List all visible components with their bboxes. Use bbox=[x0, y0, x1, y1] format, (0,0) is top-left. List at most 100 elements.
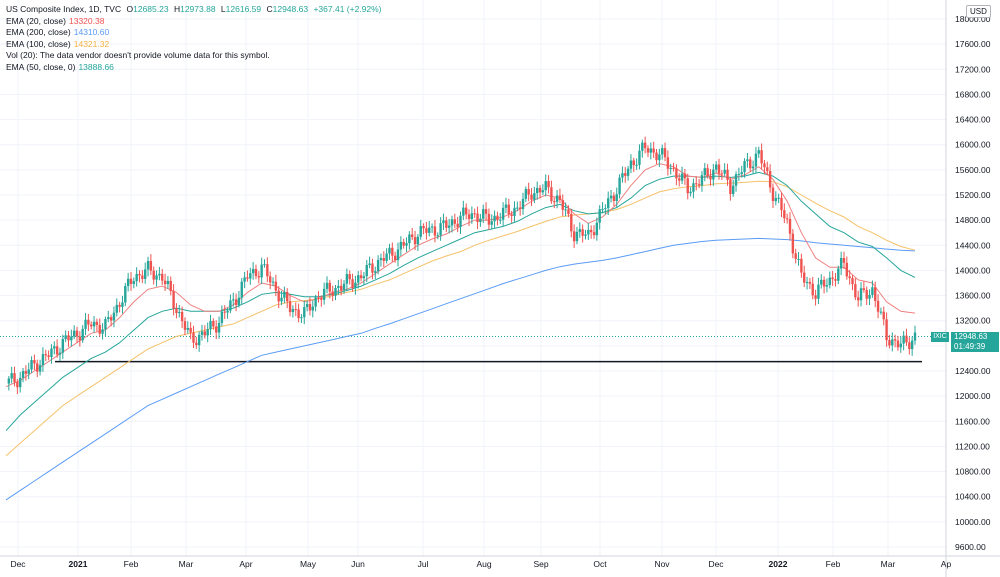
candle-body bbox=[476, 213, 479, 223]
candle-body bbox=[368, 263, 371, 266]
candle-body bbox=[655, 152, 658, 161]
y-tick-label: 16800.00 bbox=[955, 89, 991, 99]
candle-body bbox=[683, 173, 687, 179]
candle-body bbox=[788, 219, 792, 234]
y-tick-label: 14000.00 bbox=[955, 265, 991, 275]
candle-body bbox=[411, 234, 414, 238]
candle-body bbox=[21, 371, 25, 378]
candle-body bbox=[467, 214, 471, 219]
candle-body bbox=[686, 178, 689, 194]
candle-body bbox=[817, 284, 820, 299]
candle-body bbox=[482, 209, 485, 219]
candle-body bbox=[547, 181, 550, 188]
indicator-value: 13888.66 bbox=[78, 61, 114, 72]
candle-body bbox=[172, 290, 175, 309]
indicator-ema200[interactable]: EMA (200, close) 14310.60 bbox=[6, 27, 382, 39]
candle-body bbox=[180, 311, 184, 322]
candle-body bbox=[240, 281, 243, 298]
candle-body bbox=[862, 288, 866, 291]
indicator-volume[interactable]: Vol (20): The data vendor doesn't provid… bbox=[6, 50, 382, 62]
indicator-ema50[interactable]: EMA (50, close, 0) 13888.66 bbox=[6, 62, 382, 74]
candle-body bbox=[81, 328, 84, 341]
candle-body bbox=[64, 335, 67, 340]
candle-body bbox=[572, 231, 576, 242]
candle-body bbox=[163, 280, 167, 285]
candle-body bbox=[768, 171, 772, 188]
candle-body bbox=[737, 174, 741, 176]
candle-body bbox=[33, 360, 36, 364]
candle-body bbox=[643, 142, 647, 149]
candle-body bbox=[893, 339, 897, 341]
candle-body bbox=[430, 226, 434, 228]
last-price-badge: 12948.63 01:49:39 bbox=[951, 332, 999, 352]
candle-body bbox=[317, 297, 320, 299]
y-tick-label: 14800.00 bbox=[955, 215, 991, 225]
candle-body bbox=[422, 225, 425, 229]
last-price-value: 12948.63 bbox=[954, 332, 988, 341]
candle-body bbox=[342, 283, 346, 290]
x-tick-label: Jul bbox=[418, 559, 429, 569]
candle-body bbox=[158, 273, 161, 276]
candle-body bbox=[734, 174, 738, 186]
candle-body bbox=[763, 163, 766, 168]
candle-body bbox=[263, 264, 266, 266]
candle-body bbox=[675, 168, 678, 179]
currency-label[interactable]: USD bbox=[966, 5, 991, 18]
candle-body bbox=[868, 294, 871, 299]
y-tick-label: 13600.00 bbox=[955, 291, 991, 301]
candle-body bbox=[490, 221, 493, 225]
candle-body bbox=[524, 189, 528, 199]
candle-body bbox=[124, 286, 127, 303]
candle-body bbox=[169, 280, 172, 291]
candle-body bbox=[848, 276, 851, 279]
y-tick-label: 11600.00 bbox=[955, 416, 990, 426]
candle-body bbox=[186, 327, 189, 330]
candle-body bbox=[19, 377, 22, 388]
candle-body bbox=[822, 279, 826, 287]
indicator-ema100[interactable]: EMA (100, close) 14321.32 bbox=[6, 39, 382, 51]
candle-body bbox=[896, 340, 900, 348]
candle-body bbox=[479, 218, 482, 223]
candle-body bbox=[107, 317, 110, 320]
candle-body bbox=[433, 226, 437, 236]
candle-body bbox=[132, 281, 136, 284]
candle-body bbox=[797, 258, 800, 260]
candle-body bbox=[266, 264, 269, 277]
candle-body bbox=[359, 275, 363, 279]
candle-body bbox=[760, 150, 763, 164]
candle-body bbox=[206, 329, 209, 336]
candle-body bbox=[365, 265, 368, 277]
candle-body bbox=[30, 360, 33, 370]
candle-body bbox=[780, 197, 783, 211]
ema200-line bbox=[5, 237, 916, 501]
candle-body bbox=[27, 369, 30, 374]
candle-body bbox=[592, 232, 596, 236]
candle-body bbox=[604, 208, 607, 210]
indicator-label: Vol (20): The data vendor doesn't provid… bbox=[6, 50, 270, 60]
candle-body bbox=[192, 332, 195, 343]
candle-body bbox=[487, 213, 491, 225]
indicator-ema20[interactable]: EMA (20, close) 13320.38 bbox=[6, 16, 382, 28]
candle-body bbox=[146, 261, 150, 270]
candle-body bbox=[882, 311, 885, 320]
candle-body bbox=[450, 219, 454, 226]
candle-body bbox=[538, 187, 542, 193]
candle-body bbox=[820, 279, 823, 285]
candle-body bbox=[271, 281, 275, 283]
candle-body bbox=[149, 261, 153, 271]
candle-body bbox=[624, 173, 627, 176]
candle-body bbox=[212, 320, 215, 327]
candle-body bbox=[447, 225, 451, 228]
candle-body bbox=[697, 184, 701, 186]
candle-body bbox=[419, 225, 422, 237]
candle-body bbox=[453, 219, 457, 224]
candle-body bbox=[24, 371, 28, 374]
candle-body bbox=[189, 327, 192, 333]
indicator-label: EMA (50, close, 0) bbox=[6, 61, 76, 72]
candle-body bbox=[493, 215, 496, 222]
candle-body bbox=[436, 235, 439, 237]
x-tick-label: 2022 bbox=[769, 559, 788, 569]
x-tick-label: 2021 bbox=[69, 559, 88, 569]
candle-body bbox=[442, 220, 445, 224]
